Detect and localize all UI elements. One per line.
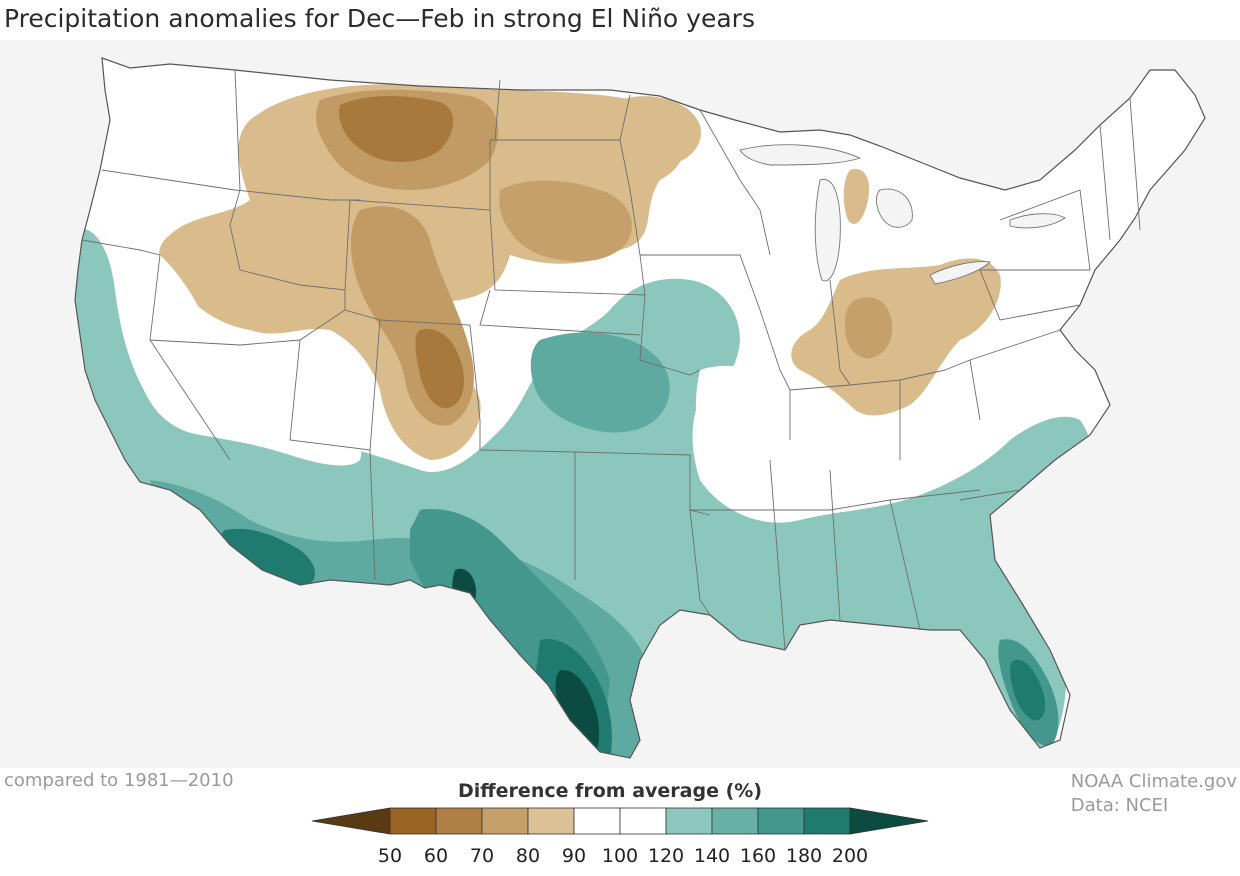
dry-region-dakotas xyxy=(499,180,632,262)
map-panel xyxy=(0,40,1240,768)
legend-swatch-b120_140 xyxy=(665,807,713,835)
legend-swatch-b100_120 xyxy=(619,807,667,835)
credits: NOAA Climate.gov Data: NCEI xyxy=(1071,770,1237,818)
legend-arrow-above xyxy=(849,807,929,835)
legend-swatch-b140_160 xyxy=(711,807,759,835)
legend-swatches xyxy=(311,807,929,835)
legend-tick-60: 60 xyxy=(424,845,448,867)
legend-tick-80: 80 xyxy=(516,845,540,867)
baseline-note: compared to 1981—2010 xyxy=(4,770,234,791)
dry-region-michigan xyxy=(843,169,870,224)
legend-swatch-b90_100 xyxy=(573,807,621,835)
legend-swatch-b160_180 xyxy=(757,807,805,835)
legend-tick-160: 160 xyxy=(740,845,776,867)
dry-region-colorado-dark xyxy=(415,329,465,409)
legend-tick-140: 140 xyxy=(694,845,730,867)
legend-tick-labels: 50 60 70 80 90 100 120 140 160 180 200 xyxy=(378,845,868,867)
legend-swatch-b60_70 xyxy=(435,807,483,835)
chart-title: Precipitation anomalies for Dec—Feb in s… xyxy=(4,4,755,33)
wet-region-florida-core xyxy=(1010,659,1046,721)
legend-tick-200: 200 xyxy=(832,845,868,867)
legend-tick-90: 90 xyxy=(562,845,586,867)
credit-source: NOAA Climate.gov xyxy=(1070,771,1237,792)
state-borders xyxy=(81,69,1141,651)
wet-region-interior-west-gap xyxy=(120,230,362,466)
legend-title: Difference from average (%) xyxy=(458,780,762,802)
wet-region-arizona-deep xyxy=(220,528,315,589)
wet-region-plains xyxy=(530,332,670,433)
credit-data: Data: NCEI xyxy=(1070,795,1169,816)
legend-tick-180: 180 xyxy=(786,845,822,867)
legend-arrow-below xyxy=(311,807,391,835)
dry-region-indiana-core xyxy=(845,297,893,359)
us-precipitation-map xyxy=(74,57,1206,759)
legend-tick-70: 70 xyxy=(470,845,494,867)
legend-tick-100: 100 xyxy=(602,845,638,867)
color-legend: 50 60 70 80 90 100 120 140 160 180 200 xyxy=(311,807,929,867)
legend-swatch-b80_90 xyxy=(527,807,575,835)
legend-swatch-b50_60 xyxy=(389,807,437,835)
legend-swatch-b180_200 xyxy=(803,807,851,835)
great-lakes xyxy=(739,144,1066,285)
dry-region-upper-midwest xyxy=(615,96,701,166)
wet-region-midwest-gap xyxy=(695,365,985,505)
dry-region-montana-dark xyxy=(339,96,454,162)
legend-swatch-b70_80 xyxy=(481,807,529,835)
legend-tick-50: 50 xyxy=(378,845,402,867)
legend-tick-120: 120 xyxy=(648,845,684,867)
